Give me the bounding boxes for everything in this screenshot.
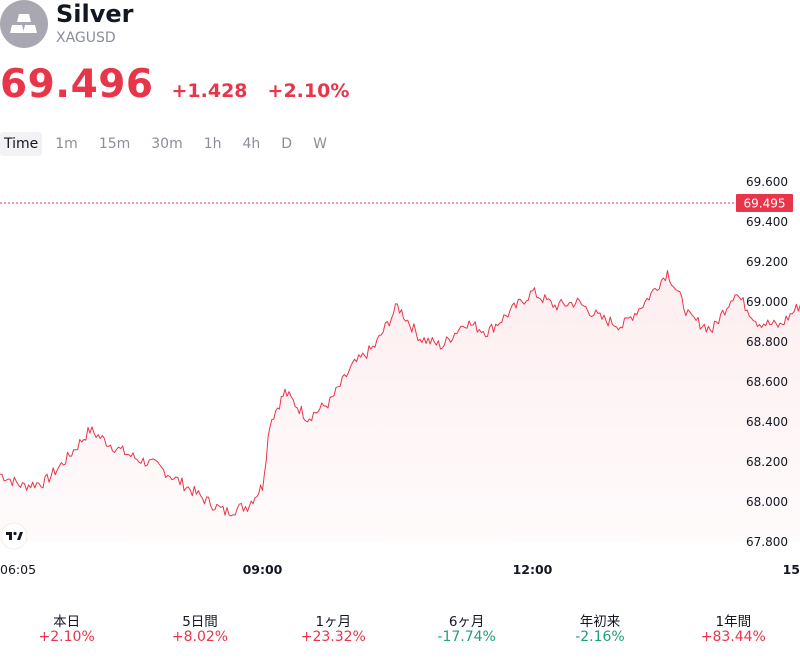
perf-1m[interactable]: 1ヶ月 +23.32% <box>267 610 400 645</box>
perf-label: 本日 <box>53 614 81 630</box>
instrument-symbol: XAGUSD <box>56 30 116 46</box>
tab-4h[interactable]: 4h <box>242 136 261 152</box>
perf-value: +2.10% <box>38 629 95 645</box>
instrument-name: Silver <box>56 0 134 28</box>
y-tick-label: 69.000 <box>746 295 788 309</box>
last-price-label: 69.495 <box>744 197 786 211</box>
y-tick-label: 69.400 <box>746 215 788 229</box>
y-tick-label: 68.200 <box>746 455 788 469</box>
tab-1m[interactable]: 1m <box>55 136 78 152</box>
last-price-badge <box>736 194 793 212</box>
perf-label: 1ヶ月 <box>315 614 352 630</box>
last-price: 69.496 <box>0 62 154 107</box>
tv-logo-icon <box>0 522 28 550</box>
y-tick-label: 69.200 <box>746 255 788 269</box>
perf-label: 1年間 <box>715 614 752 630</box>
perf-value: +23.32% <box>300 629 366 645</box>
x-tick-label: 12:00 <box>513 562 553 577</box>
perf-today[interactable]: 本日 +2.10% <box>0 610 133 645</box>
perf-1y[interactable]: 1年間 +83.44% <box>667 610 800 645</box>
y-tick-label: 69.600 <box>746 175 788 189</box>
perf-value: +83.44% <box>700 629 766 645</box>
x-tick-label: 06:05 <box>0 562 36 577</box>
price-chart[interactable]: 69.600 69.400 69.200 69.000 68.800 68.600 68.4… <box>0 168 800 588</box>
price-change-percent: +2.10% <box>267 80 350 102</box>
perf-label: 5日間 <box>182 614 218 630</box>
price-change: +1.428 <box>171 80 248 102</box>
perf-value: -17.74% <box>437 629 496 645</box>
tab-1h[interactable]: 1h <box>203 136 222 152</box>
y-tick-label: 67.800 <box>746 535 788 549</box>
y-tick-label: 68.800 <box>746 335 788 349</box>
y-tick-label: 68.000 <box>746 495 788 509</box>
interval-tabs: Time 1m 15m 30m 1h 4h D W <box>0 132 340 156</box>
perf-label: 年初来 <box>579 614 621 630</box>
tab-15m[interactable]: 15m <box>98 136 131 152</box>
silver-bars-icon <box>0 0 48 48</box>
x-tick-label: 09:00 <box>243 562 283 577</box>
y-tick-label: 68.600 <box>746 375 788 389</box>
performance-bar: 本日 +2.10% 5日間 +8.02% 1ヶ月 +23.32% 6ヶ月 -17… <box>0 610 800 645</box>
tab-d[interactable]: D <box>281 136 293 152</box>
perf-5d[interactable]: 5日間 +8.02% <box>133 610 266 645</box>
perf-value: +8.02% <box>171 629 229 645</box>
perf-ytd[interactable]: 年初来 -2.16% <box>533 610 666 645</box>
perf-6m[interactable]: 6ヶ月 -17.74% <box>400 610 533 645</box>
price-line <box>0 270 800 517</box>
perf-value: -2.16% <box>575 629 625 645</box>
tab-w[interactable]: W <box>313 136 327 152</box>
chart-area-fill <box>0 270 800 542</box>
tab-time[interactable]: Time <box>0 132 43 156</box>
price-row: 69.496 +1.428 +2.10% <box>0 62 349 112</box>
perf-label: 6ヶ月 <box>448 614 485 630</box>
x-tick-label: 15:00 <box>783 562 800 577</box>
y-tick-label: 68.400 <box>746 415 788 429</box>
tab-30m[interactable]: 30m <box>151 136 183 152</box>
